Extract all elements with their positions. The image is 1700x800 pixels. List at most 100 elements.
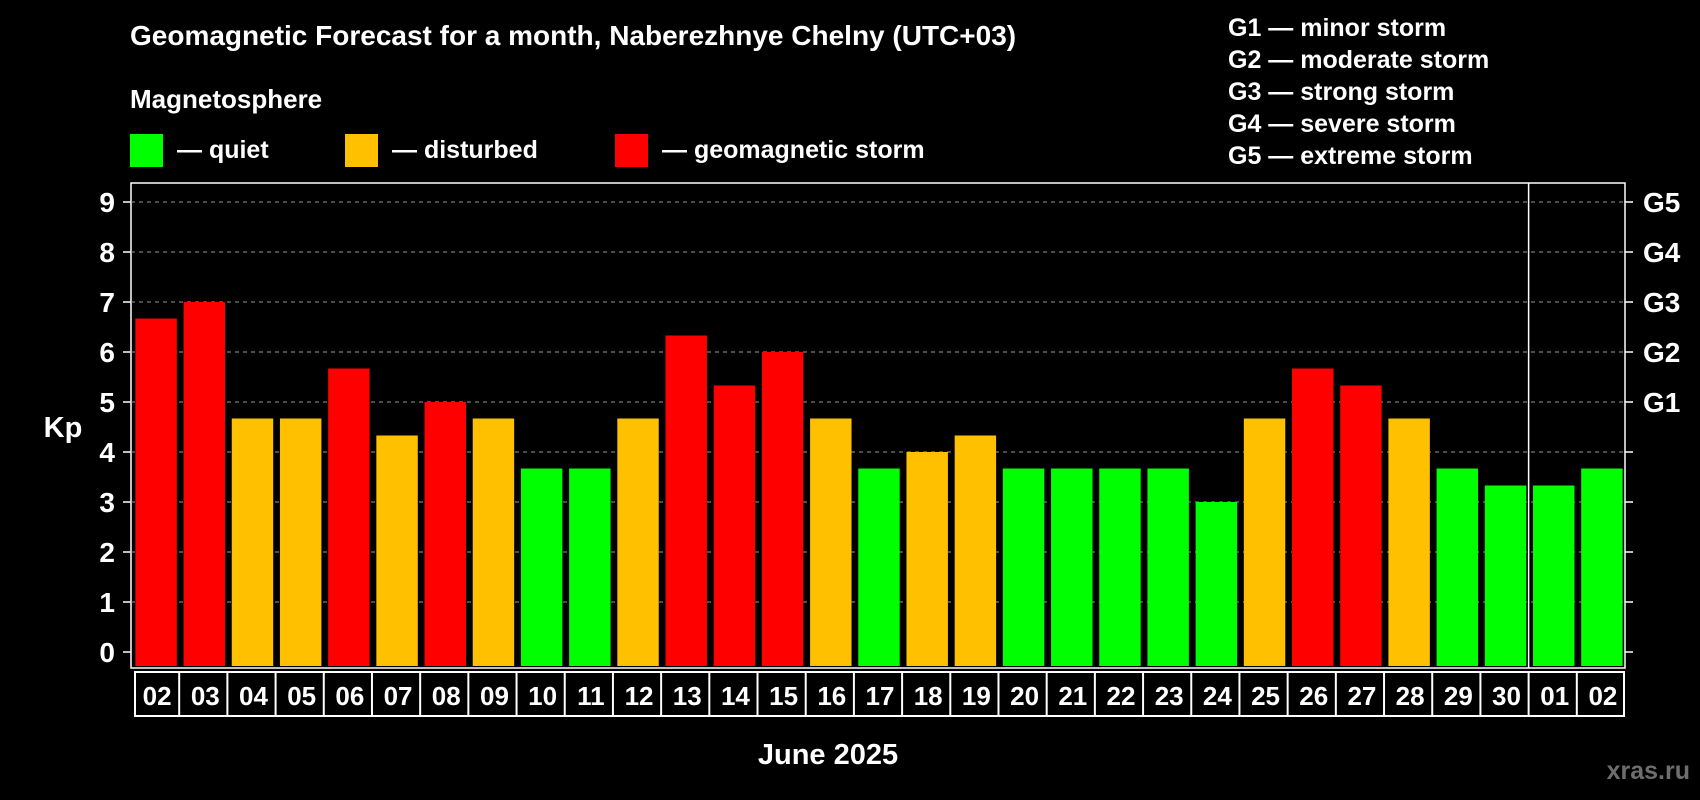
kp-bar <box>1340 385 1382 666</box>
y-tick-label: 6 <box>99 337 115 368</box>
x-tick-label: 11 <box>577 681 605 711</box>
x-tick-label: 15 <box>769 681 798 711</box>
y-axis-label: Kp <box>44 412 83 444</box>
g1-legend-item: G1 — minor storm <box>1228 14 1447 42</box>
kp-bar <box>1581 468 1623 666</box>
legend-disturbed-swatch <box>345 133 378 167</box>
kp-bar <box>183 302 226 666</box>
kp-bar <box>279 418 322 666</box>
g-level-label: G3 <box>1643 287 1680 318</box>
g-level-label: G1 <box>1643 387 1680 418</box>
legend-quiet-label: — quiet <box>177 135 269 164</box>
x-tick-label: 27 <box>1347 681 1376 711</box>
legend-quiet-swatch <box>130 133 163 167</box>
plot-frame <box>130 182 1626 669</box>
g-level-label: G2 <box>1643 337 1680 368</box>
legend-storm: — geomagnetic storm <box>615 132 925 168</box>
x-tick-label: 17 <box>866 681 895 711</box>
watermark: xras.ru <box>1606 757 1690 785</box>
x-tick-label: 06 <box>335 681 364 711</box>
x-tick-label: 29 <box>1444 681 1473 711</box>
g5-legend-item: G5 — extreme storm <box>1228 142 1473 170</box>
y-tick-label: 4 <box>99 437 115 468</box>
g-scale-legend: G1 — minor storm G2 — moderate storm G3 … <box>1228 12 1489 172</box>
x-tick-label: 28 <box>1396 681 1425 711</box>
kp-bar <box>1532 485 1575 666</box>
kp-bar <box>1243 418 1286 666</box>
kp-bar <box>1484 485 1527 666</box>
kp-bar <box>231 418 274 666</box>
chart-title: Geomagnetic Forecast for a month, Nabere… <box>130 20 1017 51</box>
x-tick-label: 19 <box>962 681 991 711</box>
x-tick-label: 05 <box>287 681 316 711</box>
x-tick-label: 02 <box>1588 681 1617 711</box>
y-tick-label: 3 <box>99 487 115 518</box>
y-tick-label: 0 <box>99 637 115 668</box>
g2-legend-item: G2 — moderate storm <box>1228 46 1490 74</box>
kp-bar <box>906 452 948 666</box>
y-tick-label: 7 <box>99 287 115 318</box>
x-tick-label: 03 <box>191 681 220 711</box>
kp-bar <box>1292 368 1334 666</box>
legend-storm-label: — geomagnetic storm <box>662 135 925 164</box>
kp-bar <box>858 468 900 666</box>
x-tick-label: 30 <box>1492 681 1521 711</box>
y-tick-label: 5 <box>99 387 115 418</box>
kp-bar <box>1388 418 1430 666</box>
x-tick-label: 13 <box>673 681 702 711</box>
kp-bar <box>761 352 804 666</box>
x-tick-label: 02 <box>143 681 172 711</box>
kp-bar <box>810 418 852 666</box>
x-tick-label: 23 <box>1155 681 1184 711</box>
legend-storm-swatch <box>615 133 648 167</box>
x-tick-label: 22 <box>1107 681 1136 711</box>
kp-bar <box>665 335 707 666</box>
kp-bar <box>424 402 466 666</box>
kp-bar <box>617 418 659 666</box>
kp-bar <box>472 418 515 666</box>
x-tick-label: 09 <box>480 681 509 711</box>
kp-bar <box>520 468 563 666</box>
kp-bar <box>954 435 997 666</box>
x-tick-label: 01 <box>1540 681 1569 711</box>
legend-disturbed-label: — disturbed <box>392 135 538 164</box>
kp-bar <box>713 385 756 666</box>
x-tick-label: 18 <box>914 681 943 711</box>
g3-legend-item: G3 — strong storm <box>1228 78 1455 106</box>
g-level-label: G5 <box>1643 187 1680 218</box>
kp-bar <box>135 318 177 666</box>
kp-bar <box>1002 468 1045 666</box>
x-tick-label: 21 <box>1058 681 1087 711</box>
kp-bar <box>1436 468 1479 666</box>
chart-subtitle: Magnetosphere <box>130 84 323 114</box>
x-tick-label: 16 <box>817 681 846 711</box>
legend-quiet: — quiet <box>130 132 269 168</box>
kp-bar <box>1051 468 1093 666</box>
y-tick-label: 2 <box>99 537 115 568</box>
kp-bar <box>1195 502 1238 666</box>
x-tick-label: 25 <box>1251 681 1280 711</box>
x-tick-label: 14 <box>721 681 750 711</box>
x-tick-label: 08 <box>432 681 461 711</box>
kp-bar <box>1099 468 1141 666</box>
g4-legend-item: G4 — severe storm <box>1228 110 1456 138</box>
y-tick-label: 8 <box>99 237 115 268</box>
x-tick-label: 12 <box>625 681 654 711</box>
y-tick-label: 1 <box>99 587 115 618</box>
legend-disturbed: — disturbed <box>345 132 538 168</box>
x-tick-label: 10 <box>528 681 557 711</box>
kp-bar <box>376 435 418 666</box>
kp-bar <box>1147 468 1189 666</box>
x-tick-label: 04 <box>239 681 268 711</box>
x-tick-label: 07 <box>384 681 413 711</box>
g-level-label: G4 <box>1643 237 1681 268</box>
x-tick-label: 26 <box>1299 681 1328 711</box>
x-tick-label: 20 <box>1010 681 1039 711</box>
kp-bar <box>569 468 611 666</box>
y-tick-label: 9 <box>99 187 115 218</box>
kp-bar <box>328 368 370 666</box>
x-axis-label: June 2025 <box>758 739 898 771</box>
x-tick-label: 24 <box>1203 681 1232 711</box>
category-box-frame <box>134 671 1625 717</box>
